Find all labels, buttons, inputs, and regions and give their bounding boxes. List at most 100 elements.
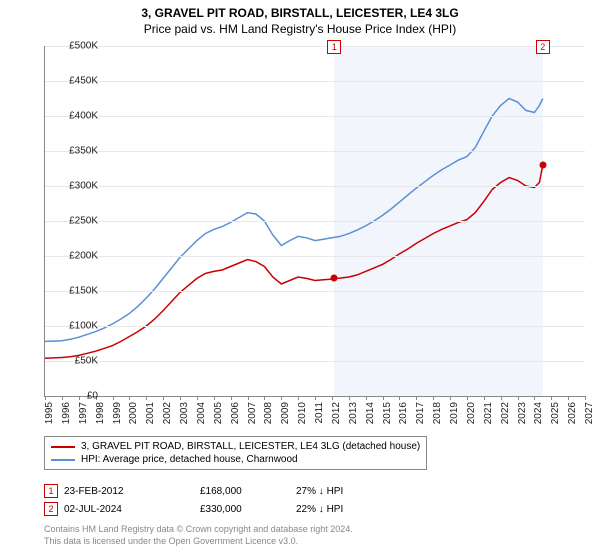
chart-subtitle: Price paid vs. HM Land Registry's House … <box>0 20 600 40</box>
chart-title: 3, GRAVEL PIT ROAD, BIRSTALL, LEICESTER,… <box>0 0 600 20</box>
x-axis-label: 2027 <box>584 402 595 432</box>
x-tick <box>416 396 417 400</box>
x-axis-label: 2005 <box>213 402 224 432</box>
x-axis-label: 1999 <box>112 402 123 432</box>
series-hpi <box>45 99 543 342</box>
x-tick <box>281 396 282 400</box>
x-tick <box>248 396 249 400</box>
marker-table: 1 23-FEB-2012 £168,000 27% ↓ HPI 2 02-JU… <box>44 482 386 518</box>
gridline <box>45 46 585 47</box>
x-tick <box>534 396 535 400</box>
marker-box-2: 2 <box>44 502 58 516</box>
marker-row-1: 1 23-FEB-2012 £168,000 27% ↓ HPI <box>44 482 386 500</box>
y-axis-label: £250K <box>69 216 98 227</box>
y-axis-label: £300K <box>69 181 98 192</box>
x-axis-label: 2015 <box>382 402 393 432</box>
x-tick <box>383 396 384 400</box>
x-axis-label: 2012 <box>331 402 342 432</box>
x-axis-label: 2022 <box>500 402 511 432</box>
x-tick <box>349 396 350 400</box>
legend-label-property: 3, GRAVEL PIT ROAD, BIRSTALL, LEICESTER,… <box>81 441 420 452</box>
x-tick <box>197 396 198 400</box>
marker-pct-1: 27% ↓ HPI <box>296 486 386 497</box>
marker-row-2: 2 02-JUL-2024 £330,000 22% ↓ HPI <box>44 500 386 518</box>
legend-row-property: 3, GRAVEL PIT ROAD, BIRSTALL, LEICESTER,… <box>51 440 420 453</box>
x-axis-label: 2009 <box>280 402 291 432</box>
gridline <box>45 361 585 362</box>
marker-price-2: £330,000 <box>200 504 290 515</box>
y-axis-label: £50K <box>75 356 98 367</box>
x-tick <box>62 396 63 400</box>
x-tick <box>214 396 215 400</box>
gridline <box>45 81 585 82</box>
x-tick <box>45 396 46 400</box>
y-axis-label: £150K <box>69 286 98 297</box>
x-axis-label: 2011 <box>314 402 325 432</box>
chart-container: 3, GRAVEL PIT ROAD, BIRSTALL, LEICESTER,… <box>0 0 600 560</box>
x-axis-label: 2003 <box>179 402 190 432</box>
x-axis-label: 2006 <box>230 402 241 432</box>
x-tick <box>568 396 569 400</box>
x-axis-label: 2025 <box>550 402 561 432</box>
gridline <box>45 291 585 292</box>
x-axis-label: 2020 <box>466 402 477 432</box>
y-axis-label: £0 <box>87 391 98 402</box>
legend-swatch-property <box>51 446 75 448</box>
gridline <box>45 186 585 187</box>
gridline <box>45 116 585 117</box>
x-tick <box>366 396 367 400</box>
gridline <box>45 326 585 327</box>
footer: Contains HM Land Registry data © Crown c… <box>44 524 353 547</box>
legend: 3, GRAVEL PIT ROAD, BIRSTALL, LEICESTER,… <box>44 436 427 470</box>
marker-box-1: 1 <box>44 484 58 498</box>
x-axis-label: 2008 <box>263 402 274 432</box>
x-tick <box>399 396 400 400</box>
x-tick <box>551 396 552 400</box>
gridline <box>45 151 585 152</box>
x-axis-label: 1997 <box>78 402 89 432</box>
x-axis-label: 1995 <box>44 402 55 432</box>
footer-line-1: Contains HM Land Registry data © Crown c… <box>44 524 353 536</box>
y-axis-label: £200K <box>69 251 98 262</box>
gridline <box>45 221 585 222</box>
legend-swatch-hpi <box>51 459 75 461</box>
x-tick <box>231 396 232 400</box>
x-axis-label: 2017 <box>415 402 426 432</box>
plot-region: 12 <box>44 46 585 397</box>
chart-marker-box: 2 <box>536 40 550 54</box>
x-tick <box>332 396 333 400</box>
x-axis-label: 2023 <box>517 402 528 432</box>
legend-row-hpi: HPI: Average price, detached house, Char… <box>51 453 420 466</box>
x-tick <box>484 396 485 400</box>
x-tick <box>467 396 468 400</box>
x-axis-label: 2001 <box>145 402 156 432</box>
chart-area: 12 <box>44 46 584 396</box>
x-tick <box>129 396 130 400</box>
gridline <box>45 256 585 257</box>
x-tick <box>180 396 181 400</box>
x-tick <box>585 396 586 400</box>
chart-marker-dot <box>539 162 546 169</box>
x-axis-label: 1996 <box>61 402 72 432</box>
x-tick <box>146 396 147 400</box>
marker-date-2: 02-JUL-2024 <box>64 504 194 515</box>
chart-marker-dot <box>331 275 338 282</box>
x-tick <box>450 396 451 400</box>
series-property <box>45 165 543 358</box>
x-axis-label: 2014 <box>365 402 376 432</box>
footer-line-2: This data is licensed under the Open Gov… <box>44 536 353 548</box>
x-axis-label: 2002 <box>162 402 173 432</box>
x-axis-label: 2010 <box>297 402 308 432</box>
y-axis-label: £350K <box>69 146 98 157</box>
marker-date-1: 23-FEB-2012 <box>64 486 194 497</box>
x-axis-label: 2026 <box>567 402 578 432</box>
x-tick <box>501 396 502 400</box>
x-axis-label: 2019 <box>449 402 460 432</box>
x-axis-label: 2007 <box>247 402 258 432</box>
x-tick <box>79 396 80 400</box>
y-axis-label: £400K <box>69 111 98 122</box>
x-axis-label: 2013 <box>348 402 359 432</box>
x-tick <box>264 396 265 400</box>
x-tick <box>163 396 164 400</box>
y-axis-label: £450K <box>69 76 98 87</box>
